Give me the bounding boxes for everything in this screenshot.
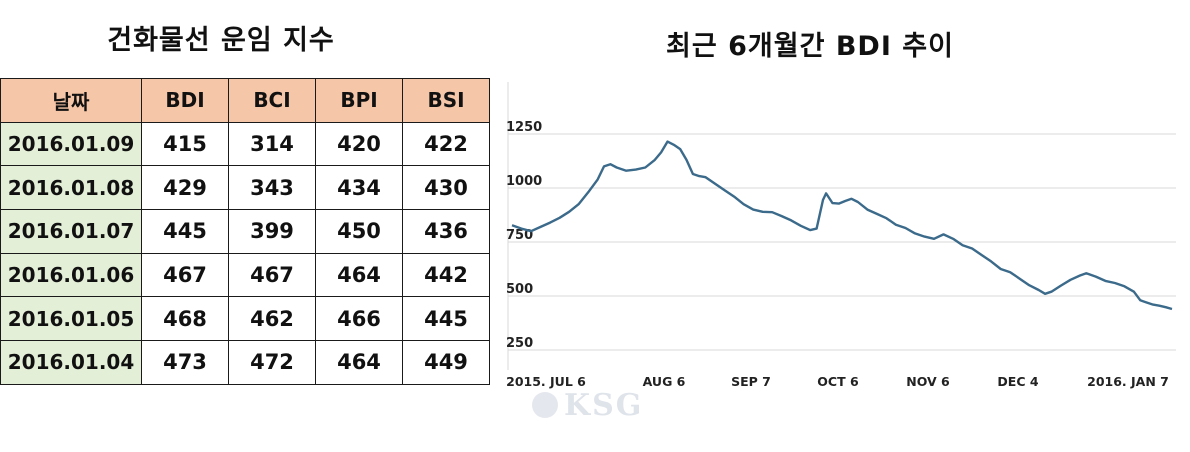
cell-bsi: 436: [402, 209, 490, 254]
cell-date: 2016.01.06: [0, 252, 142, 298]
table-row: 2016.01.09 415 314 420 422: [0, 121, 490, 167]
cell-bdi: 467: [141, 252, 229, 298]
cell-bsi: 445: [402, 296, 490, 342]
y-tick-label: 1250: [506, 120, 542, 135]
bdi-line-chart: 1250 1000 750 500 250 2015. JUL 6 AUG 6 SEP 7 O…: [506, 82, 1176, 389]
cell-bpi: 464: [315, 340, 403, 385]
cell-bdi: 429: [141, 165, 229, 211]
cell-bsi: 430: [402, 165, 490, 211]
y-tick-label: 250: [506, 336, 533, 351]
x-tick-label: AUG 6: [643, 374, 686, 389]
header-bci: BCI: [228, 78, 316, 123]
x-tick-label: 2015. JUL 6: [506, 374, 586, 389]
header-bsi: BSI: [402, 78, 490, 123]
cell-date: 2016.01.04: [0, 340, 142, 385]
ksg-logo-text: KSG: [564, 388, 644, 423]
ksg-logo: KSG: [528, 386, 668, 426]
cell-bpi: 450: [315, 209, 403, 254]
y-tick-label: 500: [506, 282, 533, 297]
header-bdi: BDI: [141, 78, 229, 123]
x-tick-label: 2016. JAN 7: [1087, 374, 1169, 389]
cell-bsi: 422: [402, 121, 490, 167]
x-tick-labels: 2015. JUL 6 AUG 6 SEP 7 OCT 6 NOV 6 DEC 4 2016…: [506, 374, 1169, 389]
table-header-row: 날짜 BDI BCI BPI BSI: [0, 78, 490, 123]
cell-bdi: 415: [141, 121, 229, 167]
grid-lines: [508, 133, 1176, 351]
table-row: 2016.01.07 445 399 450 436: [0, 209, 490, 254]
cell-bci: 314: [228, 121, 316, 167]
cell-bci: 399: [228, 209, 316, 254]
cell-date: 2016.01.09: [0, 121, 142, 167]
table-row: 2016.01.04 473 472 464 449: [0, 340, 490, 385]
x-tick-label: OCT 6: [817, 374, 859, 389]
cell-bci: 467: [228, 252, 316, 298]
header-date: 날짜: [0, 78, 142, 123]
table-row: 2016.01.06 467 467 464 442: [0, 252, 490, 298]
cell-date: 2016.01.08: [0, 165, 142, 211]
table-title: 건화물선 운임 지수: [107, 25, 335, 56]
x-tick-label: NOV 6: [906, 374, 950, 389]
cell-bci: 472: [228, 340, 316, 385]
cell-bpi: 466: [315, 296, 403, 342]
cell-bdi: 445: [141, 209, 229, 254]
cell-bsi: 442: [402, 252, 490, 298]
ksg-logo-mark-icon: [532, 392, 558, 418]
x-tick-label: SEP 7: [731, 374, 771, 389]
cell-bpi: 420: [315, 121, 403, 167]
x-tick-label: DEC 4: [997, 374, 1038, 389]
table-row: 2016.01.08 429 343 434 430: [0, 165, 490, 211]
cell-date: 2016.01.07: [0, 209, 142, 254]
cell-date: 2016.01.05: [0, 296, 142, 342]
cell-bdi: 468: [141, 296, 229, 342]
cell-bci: 462: [228, 296, 316, 342]
index-table: 날짜 BDI BCI BPI BSI 2016.01.09 415 314 42…: [0, 78, 490, 385]
cell-bsi: 449: [402, 340, 490, 385]
cell-bpi: 464: [315, 252, 403, 298]
cell-bpi: 434: [315, 165, 403, 211]
cell-bdi: 473: [141, 340, 229, 385]
y-tick-label: 1000: [506, 174, 542, 189]
y-tick-labels: 1250 1000 750 500 250: [506, 120, 542, 351]
bdi-series-line: [511, 140, 1173, 311]
cell-bci: 343: [228, 165, 316, 211]
table-row: 2016.01.05 468 462 466 445: [0, 296, 490, 342]
chart-title: 최근 6개월간 BDI 추이: [666, 31, 954, 62]
y-tick-label: 750: [506, 228, 533, 243]
header-bpi: BPI: [315, 78, 403, 123]
